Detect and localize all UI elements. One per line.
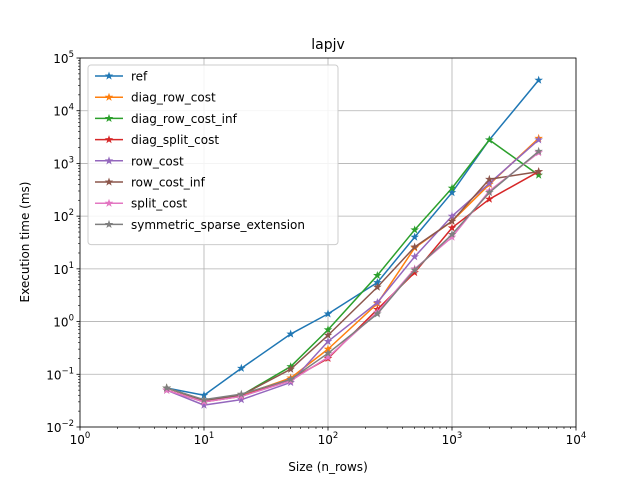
data-point — [323, 348, 333, 357]
data-point — [447, 223, 457, 232]
y-tick-label: 103 — [53, 155, 74, 171]
y-tick-label: 101 — [53, 261, 74, 277]
legend-marker — [104, 113, 114, 123]
legend-entry: symmetric_sparse_extension — [95, 218, 305, 232]
data-point — [237, 363, 246, 372]
y-axis: 10−2 10−1 100 101 102 103 104 105 — [46, 50, 80, 435]
data-point — [323, 325, 333, 334]
x-tick-label: 102 — [318, 431, 339, 447]
data-point — [485, 174, 494, 183]
data-point — [199, 395, 209, 404]
data-point — [323, 344, 333, 353]
data-point — [199, 400, 209, 409]
data-point — [410, 242, 419, 251]
x-tick-label: 104 — [566, 431, 587, 447]
data-point — [534, 75, 543, 84]
data-point — [286, 364, 295, 373]
x-tick-label: 101 — [194, 431, 215, 447]
legend-label: diag_split_cost — [131, 133, 219, 147]
data-point — [373, 282, 382, 291]
data-point — [323, 330, 333, 339]
legend-label: split_cost — [131, 197, 187, 211]
data-point — [534, 135, 543, 144]
y-tick-label: 10−1 — [46, 366, 74, 382]
data-point — [199, 390, 209, 399]
data-point — [410, 252, 419, 261]
data-point — [447, 211, 457, 220]
x-axis-title: Size (n_rows) — [288, 460, 368, 474]
series-layer — [162, 75, 543, 409]
data-point — [373, 270, 382, 280]
data-point — [410, 265, 419, 274]
legend-entry: ref — [95, 70, 148, 84]
data-point — [237, 391, 246, 401]
legend-marker — [104, 135, 114, 144]
data-point — [162, 383, 171, 392]
legend-entry: diag_split_cost — [95, 133, 219, 147]
data-point — [447, 216, 457, 225]
data-point — [286, 374, 295, 384]
series-symmetric-sparse-extension — [162, 146, 543, 404]
series-line — [166, 150, 540, 401]
data-point — [373, 309, 382, 318]
y-tick-label: 102 — [53, 208, 74, 224]
legend-marker — [104, 156, 114, 165]
legend-entry: split_cost — [95, 197, 187, 211]
legend-label: row_cost — [131, 154, 184, 168]
series-line — [166, 79, 540, 397]
legend-label: symmetric_sparse_extension — [131, 218, 305, 232]
legend-marker — [104, 177, 114, 186]
data-point — [323, 336, 333, 346]
data-point — [447, 183, 457, 192]
x-axis: 100 101 102 103 104 — [70, 427, 587, 447]
y-axis-title: Execution time (ms) — [18, 182, 32, 303]
legend-label: row_cost_inf — [131, 176, 206, 190]
data-point — [237, 395, 246, 404]
data-point — [485, 194, 494, 203]
data-point — [373, 278, 382, 287]
x-tick-label: 103 — [442, 431, 463, 447]
data-point — [485, 178, 494, 187]
data-point — [410, 232, 419, 241]
legend: ref diag_row_cost diag_row_cost_inf diag_sp… — [87, 64, 339, 246]
legend-label: diag_row_cost_inf — [131, 112, 238, 126]
data-point — [447, 188, 457, 197]
legend-entry: row_cost — [95, 154, 184, 168]
legend-entry: diag_row_cost_inf — [95, 112, 238, 126]
legend-box — [87, 64, 339, 246]
data-point — [410, 225, 419, 234]
data-point — [447, 229, 457, 239]
legend-marker — [104, 92, 114, 101]
y-tick-label: 10−2 — [46, 419, 74, 435]
data-point — [485, 135, 494, 144]
legend-label: diag_row_cost — [131, 91, 216, 105]
data-point — [534, 167, 543, 176]
chart-title: lapjv — [311, 37, 345, 53]
y-tick-label: 100 — [53, 314, 74, 330]
legend-marker — [104, 71, 114, 80]
data-point — [237, 389, 246, 398]
legend-marker — [104, 198, 114, 207]
data-point — [534, 170, 543, 179]
y-tick-label: 105 — [53, 50, 74, 66]
data-point — [323, 352, 333, 361]
legend-marker — [104, 219, 114, 229]
data-point — [447, 232, 457, 241]
data-point — [485, 188, 494, 197]
series-line — [166, 170, 539, 402]
y-tick-label: 104 — [53, 103, 74, 119]
legend-entry: row_cost_inf — [95, 176, 206, 190]
data-point — [373, 298, 382, 307]
x-tick-label: 100 — [70, 431, 91, 447]
data-point — [534, 146, 543, 155]
data-point — [323, 309, 333, 318]
data-point — [286, 329, 295, 338]
data-point — [410, 268, 419, 277]
series-ref — [162, 75, 543, 399]
legend-entry: diag_row_cost — [95, 91, 216, 105]
legend-label: ref — [131, 70, 148, 84]
